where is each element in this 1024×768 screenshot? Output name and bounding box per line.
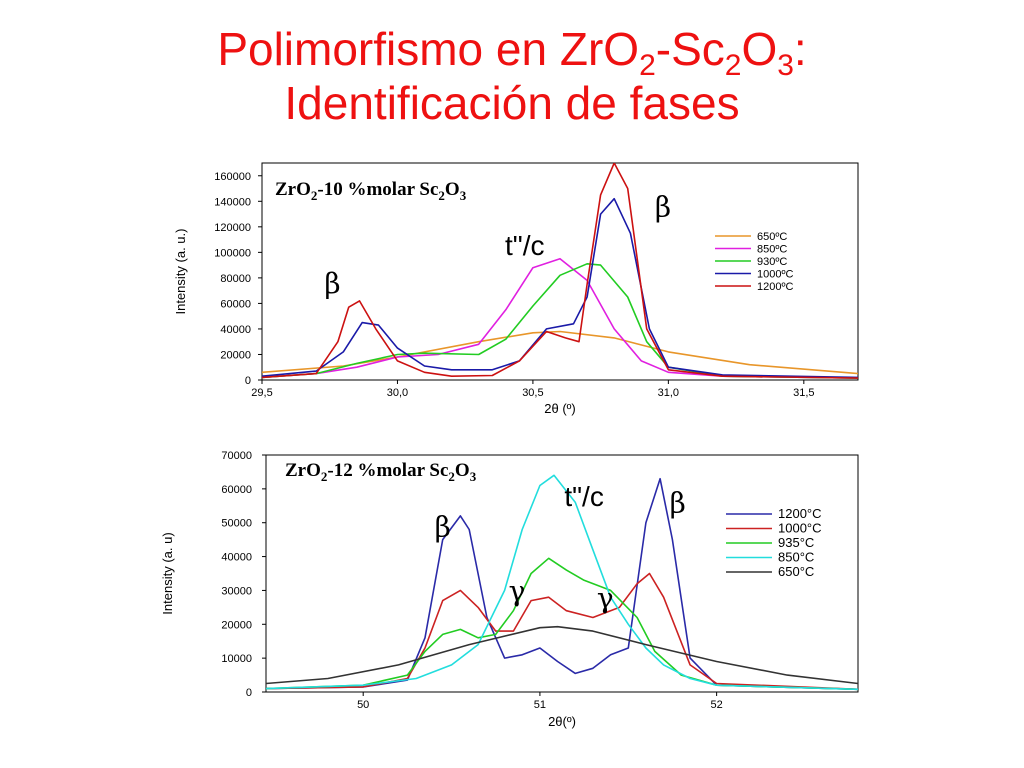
y-tick-label: 60000 (221, 484, 252, 496)
phase-annotation: β (655, 191, 671, 224)
y-tick-label: 140000 (214, 196, 251, 208)
series-line (266, 557, 858, 691)
y-tick-label: 0 (245, 375, 251, 387)
legend-label: 850°C (778, 550, 814, 565)
y-tick-label: 20000 (221, 619, 252, 631)
y-tick-label: 40000 (221, 552, 252, 564)
y-tick-label: 120000 (214, 222, 251, 234)
x-tick-label: 29,5 (251, 387, 272, 399)
x-tick-label: 31,5 (793, 387, 814, 399)
legend-label: 850ºC (757, 244, 787, 256)
phase-annotation: β (324, 267, 340, 300)
y-tick-label: 20000 (220, 349, 251, 361)
legend-label: 650°C (778, 564, 814, 579)
legend-label: 1200°C (778, 506, 822, 521)
y-tick-label: 160000 (214, 171, 251, 183)
series-line (262, 163, 858, 379)
y-tick-label: 50000 (221, 518, 252, 530)
y-tick-label: 30000 (221, 585, 252, 597)
legend-label: 930ºC (757, 256, 787, 268)
x-tick-label: 52 (711, 699, 723, 711)
chart-zro2-12: 0 10000 20000 30000 40000 50000 60000 70000 50 51… (160, 450, 859, 729)
y-tick-label: 10000 (221, 653, 252, 665)
y-axis-label: Intensity (a. u.) (173, 229, 188, 315)
y-tick-label: 80000 (220, 273, 251, 285)
phase-annotation: γ (509, 575, 526, 608)
title-line-1: Polimorfismo en ZrO2-Sc2O3: (217, 23, 807, 82)
series-line (262, 197, 858, 379)
phase-annotation: γ (597, 581, 614, 614)
legend-label: 650ºC (757, 231, 787, 243)
y-tick-label: 100000 (214, 247, 251, 259)
y-tick-label: 60000 (220, 298, 251, 310)
x-tick-label: 51 (534, 699, 546, 711)
y-tick-label: 0 (246, 687, 252, 699)
phase-annotation: β (670, 487, 686, 520)
x-tick-label: 30,5 (522, 387, 543, 399)
legend-label: 1000°C (778, 521, 822, 536)
series-line (266, 625, 858, 685)
x-axis-label: 2θ(º) (548, 714, 576, 729)
title-line-2: Identificación de fases (284, 77, 740, 129)
chart-title: ZrO2-12 %molar Sc2O3 (285, 460, 477, 484)
plot-frame (265, 454, 859, 693)
phase-annotation: t"/c (564, 481, 604, 512)
plot-frame (261, 162, 859, 381)
y-tick-label: 40000 (220, 324, 251, 336)
slide-title: Polimorfismo en ZrO2-Sc2O3: Identificaci… (0, 22, 1024, 130)
phase-annotation: t"/c (505, 230, 545, 261)
chart-title: ZrO2-10 %molar Sc2O3 (275, 179, 467, 203)
series-line (262, 257, 858, 379)
x-tick-label: 30,0 (387, 387, 408, 399)
y-axis-label: Intensity (a. u) (160, 532, 175, 614)
legend-label: 1000ºC (757, 269, 793, 281)
x-tick-label: 31,0 (658, 387, 679, 399)
series-line (266, 477, 858, 691)
series-line (266, 572, 858, 691)
series-line (262, 262, 858, 379)
legend-label: 1200ºC (757, 281, 793, 293)
x-axis-label: 2θ (º) (544, 401, 575, 416)
x-tick-label: 50 (357, 699, 369, 711)
phase-annotation: β (435, 510, 451, 543)
legend-label: 935°C (778, 535, 814, 550)
series-line (266, 474, 858, 691)
chart-zro2-10: 0 20000 40000 60000 80000 100000 120000 140000 1… (173, 162, 859, 416)
y-tick-label: 70000 (221, 450, 252, 462)
